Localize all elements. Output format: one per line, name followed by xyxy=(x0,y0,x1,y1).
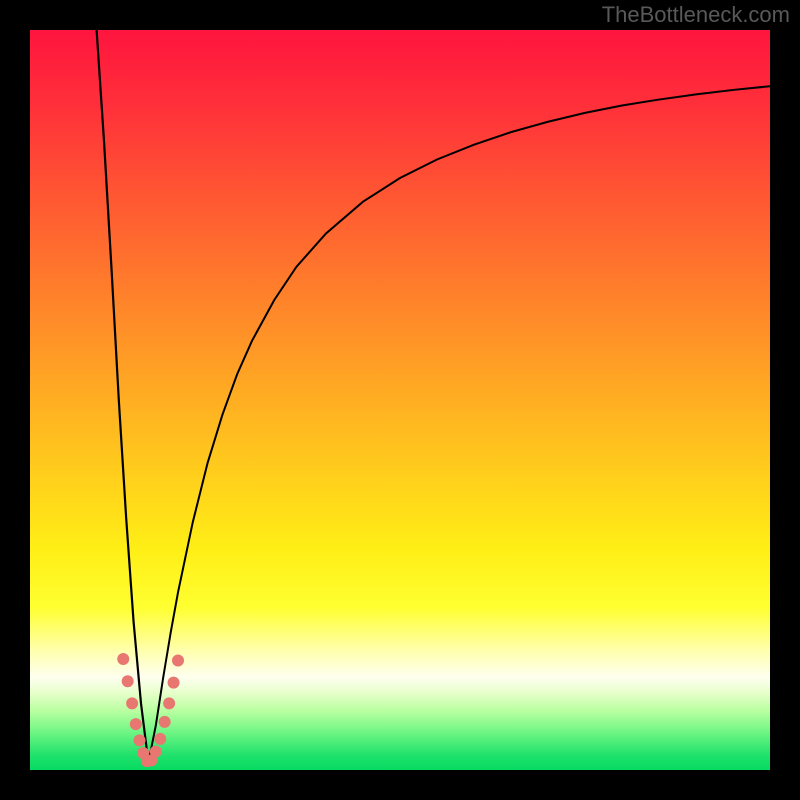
marker-point xyxy=(126,697,138,709)
marker-point xyxy=(130,718,142,730)
marker-point xyxy=(122,675,134,687)
bottleneck-chart xyxy=(0,0,800,800)
marker-point xyxy=(154,733,166,745)
marker-point xyxy=(117,653,129,665)
marker-point xyxy=(159,716,171,728)
plot-background xyxy=(30,30,770,770)
marker-point xyxy=(134,734,146,746)
chart-frame: TheBottleneck.com xyxy=(0,0,800,800)
marker-point xyxy=(168,677,180,689)
marker-point xyxy=(163,697,175,709)
marker-point xyxy=(150,746,162,758)
marker-point xyxy=(172,654,184,666)
watermark-text: TheBottleneck.com xyxy=(602,2,790,28)
